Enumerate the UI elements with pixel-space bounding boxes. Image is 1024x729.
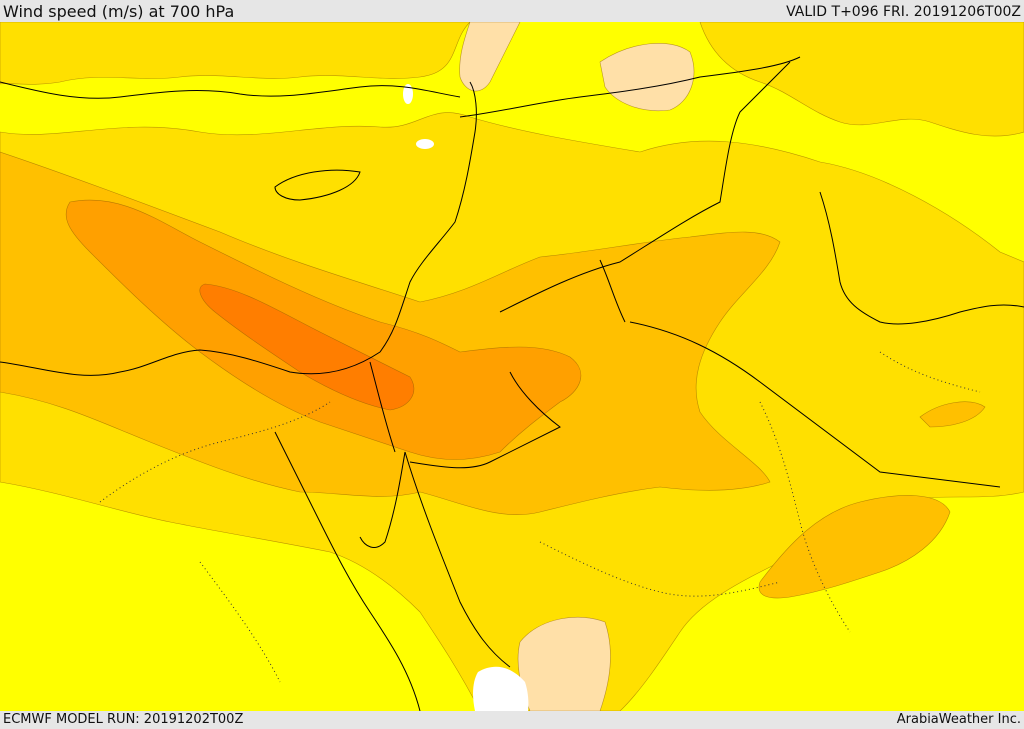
coastline-cyprus (274, 169, 361, 201)
coastline-red-sea (274, 431, 421, 711)
border-iraq-saudi (629, 321, 1001, 488)
calm-patch-northeast (599, 43, 695, 112)
sea-gap-red-sea (473, 666, 529, 711)
field-level-3-southeast (758, 495, 951, 599)
border-jordan-iraq (599, 259, 626, 323)
field-level-3-east (919, 401, 986, 428)
credit: ArabiaWeather Inc. (896, 712, 1021, 727)
valid-time: VALID T+096 FRI. 20191206T00Z (786, 4, 1021, 20)
wind-speed-map[interactable] (0, 22, 1024, 711)
coastline-persian-gulf (819, 191, 1024, 325)
calm-patch-south (517, 616, 611, 711)
coastline-arabian-red-sea (404, 451, 511, 668)
border-egypt-israel (369, 361, 396, 453)
coastline-gulf-of-aqaba (359, 451, 406, 548)
internal-boundary-3 (759, 401, 851, 633)
border-turkey-syria (459, 56, 801, 118)
field-level-2-north (0, 22, 471, 85)
model-run: ECMWF MODEL RUN: 20191202T00Z (3, 712, 244, 727)
coastline-mediterranean (0, 81, 477, 376)
border-jordan-saudi (409, 371, 561, 469)
sea-gap-cyprus (416, 139, 434, 149)
map-header: Wind speed (m/s) at 700 hPa VALID T+096 … (0, 0, 1024, 22)
sea-gap-aegean (403, 84, 413, 104)
border-syria-iraq (499, 61, 791, 313)
field-level-5 (199, 283, 415, 411)
map-footer: ECMWF MODEL RUN: 20191202T00Z ArabiaWeat… (0, 711, 1024, 729)
internal-boundary-5 (879, 351, 981, 393)
map-canvas (0, 22, 1024, 711)
map-title: Wind speed (m/s) at 700 hPa (3, 2, 235, 21)
coastline-turkey (0, 81, 461, 99)
internal-boundary-2 (539, 541, 781, 597)
calm-patch-north (459, 22, 521, 92)
field-level-4 (65, 199, 582, 460)
internal-boundary-4 (199, 561, 281, 683)
